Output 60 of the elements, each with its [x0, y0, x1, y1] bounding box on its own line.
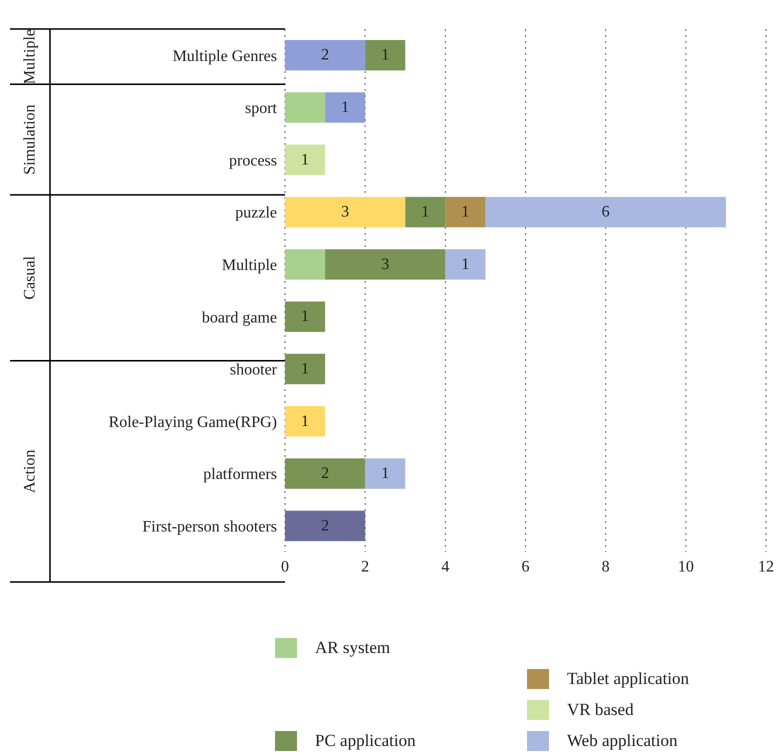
data-label: 1 [461, 256, 470, 273]
y-tick-label: First-person shooters [142, 518, 277, 536]
data-label: 1 [381, 465, 390, 482]
x-tick-label: 0 [281, 558, 289, 576]
x-tick-label: 6 [522, 558, 530, 576]
bar [285, 302, 326, 332]
bar [285, 196, 406, 228]
data-label: 1 [301, 308, 310, 326]
data-label: 1 [301, 151, 310, 168]
y-tick-label: Multiple [222, 257, 277, 274]
bar [405, 196, 446, 228]
data-label: 1 [381, 46, 390, 64]
bar [285, 144, 326, 176]
data-label: 2 [321, 465, 330, 482]
data-label: 2 [321, 517, 330, 534]
bar [325, 92, 366, 123]
y-tick-label: shooter [230, 362, 278, 379]
data-label: 3 [341, 204, 350, 221]
bar [325, 249, 446, 280]
x-tick-label: 8 [602, 558, 610, 576]
y-tick-label: Multiple Genres [172, 48, 277, 65]
data-label: 3 [381, 256, 390, 273]
bar [445, 249, 486, 280]
data-label: 1 [341, 99, 350, 116]
bar [485, 196, 726, 228]
bar [285, 354, 326, 384]
y-tick-label: sport [245, 100, 278, 118]
data-label: 1 [301, 360, 310, 378]
data-label: 6 [602, 204, 610, 221]
bar [285, 458, 366, 489]
text: Action [22, 450, 38, 494]
y-tick-label: process [229, 152, 277, 170]
bar [285, 406, 326, 437]
data-label: 1 [421, 204, 430, 221]
y-tick-label: Role-Playing Game(RPG) [108, 414, 277, 431]
data-label: 2 [321, 46, 330, 64]
x-tick-label: 4 [441, 558, 450, 576]
y-tick-label: platformers [203, 466, 277, 484]
text: Multiple [22, 29, 38, 84]
x-tick-label: 2 [361, 558, 370, 576]
legend-label: AR system [315, 638, 390, 658]
bar [445, 196, 486, 228]
bar [285, 510, 366, 542]
bar [285, 249, 326, 280]
legend-label: Web application [567, 731, 678, 751]
x-tick-label: 12 [758, 558, 774, 576]
y-tick-label: puzzle [235, 204, 277, 222]
bar [285, 92, 326, 123]
bar [285, 40, 366, 70]
legend-label: VR based [567, 700, 634, 720]
data-label: 1 [301, 412, 310, 430]
text: Simulation [22, 104, 38, 175]
bar [365, 458, 406, 489]
data-label: 1 [461, 204, 470, 221]
legend-label: PC application [315, 731, 416, 751]
bar [365, 40, 406, 70]
legend-label: Tablet application [567, 669, 690, 689]
text: Casual [22, 256, 38, 300]
x-tick-label: 10 [678, 558, 694, 576]
y-tick-label: board game [202, 309, 277, 326]
